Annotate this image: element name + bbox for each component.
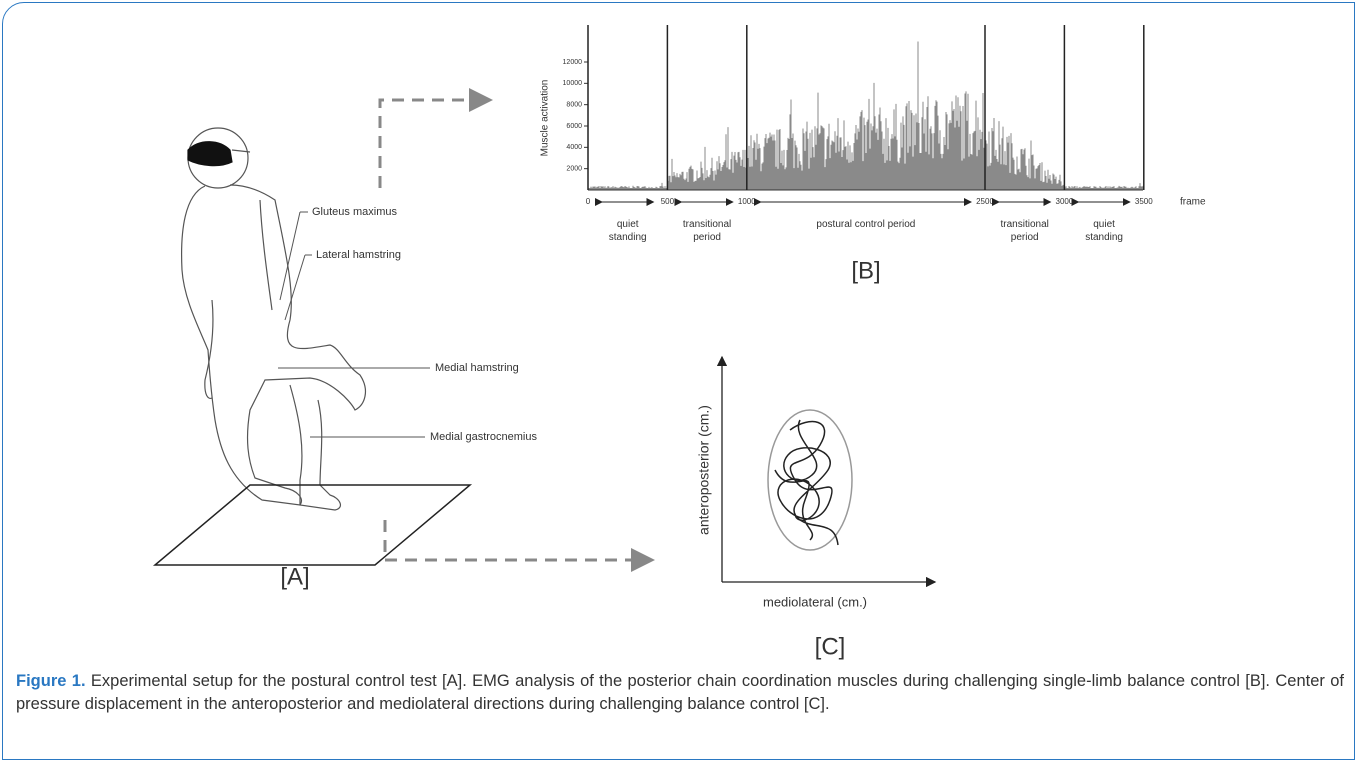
panel-label: [C] [815,633,846,660]
muscle-label: Lateral hamstring [316,249,401,261]
figure: Gluteus maximus Lateral hamstring Medial… [152,25,1206,660]
leader-lines [278,211,430,438]
y-tick-label: 12000 [563,59,583,66]
x-tick-label: 1000 [738,197,756,206]
figure-frame [2,2,1355,760]
muscle-label: Medial gastrocnemius [430,431,537,443]
x-tick-label: 0 [586,197,591,206]
panel-label: [A] [280,563,309,590]
panel-label: [B] [851,257,880,284]
period-label: quiet standing [609,219,647,243]
x-axis-label: frame [1180,197,1206,208]
x-tick-label: 500 [661,197,675,206]
x-tick-label: 3500 [1135,197,1153,206]
y-tick-label: 10000 [563,80,583,87]
period-label-line: transitional [1001,219,1049,230]
x-tick-label: 3000 [1056,197,1074,206]
period-label-line: period [1011,232,1039,243]
person [181,127,367,511]
dashed-arrow [378,88,493,188]
emg-signal [588,41,1144,190]
y-axis-label: anteroposterior (cm.) [696,405,712,535]
y-axis-label: Muscle activation [540,80,551,157]
period-label: quiet standing [1085,219,1123,243]
period-label-line: quiet [617,219,639,230]
figure-label: Figure 1. [16,672,86,690]
period-label-line: standing [609,232,647,243]
caption: Figure 1. Experimental setup for the pos… [16,670,1344,716]
dashed-arrow [383,520,655,572]
period-label-line: postural control period [816,219,915,230]
period-label-line: period [693,232,721,243]
period-label-line: standing [1085,232,1123,243]
caption-text: Experimental setup for the postural cont… [16,672,1344,713]
period-label: transitional period [683,219,731,243]
x-axis-label: mediolateral (cm.) [763,594,867,609]
period-label: postural control period [816,219,915,230]
period-label: transitional period [1001,219,1049,243]
period-label-line: transitional [683,219,731,230]
confidence-ellipse [767,409,853,551]
y-tick-label: 2000 [566,166,582,173]
y-tick-label: 8000 [566,102,582,109]
force-plate [152,484,473,566]
x-tick-label: 2500 [976,197,994,206]
period-label-line: quiet [1093,219,1115,230]
muscle-label: Gluteus maximus [312,206,397,218]
cop-trajectory [774,419,839,546]
y-tick-label: 4000 [566,144,582,151]
muscle-label: Medial hamstring [435,362,519,374]
y-tick-label: 6000 [566,123,582,130]
emg-trace [588,41,1144,190]
